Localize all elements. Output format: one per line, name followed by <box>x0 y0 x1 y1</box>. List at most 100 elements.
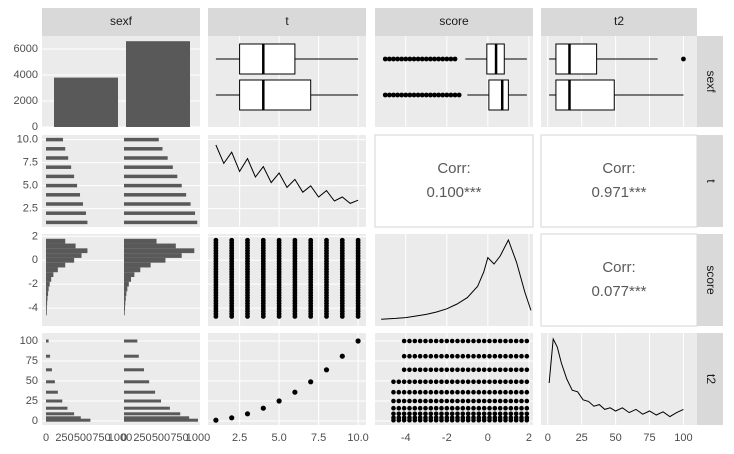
scatter-point <box>487 367 492 373</box>
scatter-point <box>396 398 402 404</box>
y-tick-label: 75 <box>26 355 38 367</box>
scatter-point <box>428 405 434 411</box>
score-boxplot-outlier <box>419 92 425 98</box>
scatter-point <box>324 237 329 243</box>
t-hist-bar <box>46 147 66 151</box>
y-tick-label: 0 <box>32 415 38 427</box>
scatter-point <box>439 398 444 404</box>
scatter-point <box>423 415 428 421</box>
score-hist-bar <box>46 238 66 244</box>
scatter-point <box>503 415 508 421</box>
t-hist-bar <box>46 202 83 206</box>
scatter-point <box>481 353 487 359</box>
scatter-point <box>492 379 498 385</box>
scatter-point <box>423 353 428 359</box>
t2-hist-bar <box>124 339 138 343</box>
x-tick-label: 250 <box>55 432 73 444</box>
scatter-point <box>471 338 476 344</box>
scatter-point <box>412 338 418 344</box>
scatter-point <box>513 411 519 417</box>
score-boxplot-outlier <box>456 92 462 98</box>
score-boxplot-outlier <box>428 92 433 98</box>
score-boxplot-outlier <box>395 56 400 62</box>
scatter-point <box>465 338 471 344</box>
scatter-point <box>519 353 524 359</box>
scatter-point <box>401 338 407 344</box>
t-hist-bar <box>124 220 198 225</box>
x-tick-label: 500 <box>74 432 92 444</box>
score-boxplot-outlier <box>423 92 429 98</box>
y-tick-label: 50 <box>26 375 38 387</box>
t2-hist-bar <box>124 418 198 422</box>
scatter-point <box>428 389 434 395</box>
scatter-point <box>492 398 498 404</box>
y-tick-label: 0 <box>32 121 38 133</box>
scatter-point <box>481 379 487 385</box>
scatter-point <box>465 353 471 359</box>
t-hist-bar <box>46 211 86 215</box>
y-tick-label: 2000 <box>14 95 38 107</box>
scatter-point <box>412 379 418 385</box>
x-tick-label: 0 <box>121 432 127 444</box>
strip-right-label-sexf: sexf <box>704 70 718 93</box>
t2-hist-bar <box>124 416 190 420</box>
x-tick-label: 10.0 <box>347 432 368 444</box>
scatter-point <box>308 379 314 385</box>
panel-t2-t2 <box>541 333 697 425</box>
scatter-point <box>460 367 466 373</box>
scatter-point <box>229 415 235 421</box>
scatter-point <box>519 405 524 411</box>
strip-right-sexf <box>697 36 723 127</box>
scatter-point <box>428 338 434 344</box>
t-hist-bar <box>124 137 159 142</box>
scatter-point <box>417 411 423 417</box>
scatter-point <box>455 353 460 359</box>
t2-hist-bar <box>124 412 181 416</box>
scatter-point <box>423 379 428 385</box>
scatter-point <box>503 338 508 344</box>
scatter-point <box>323 367 330 373</box>
scatter-point <box>455 367 460 373</box>
scatter-point <box>508 338 514 344</box>
scatter-point <box>444 389 450 395</box>
score-boxplot-box <box>488 79 509 111</box>
scatter-point <box>412 353 418 359</box>
scatter-point <box>423 405 428 411</box>
scatter-point <box>524 415 530 421</box>
x-tick-label: 1000 <box>186 432 210 444</box>
scatter-point <box>433 415 439 421</box>
scatter-point <box>455 338 460 344</box>
panel-t-t <box>208 135 366 227</box>
scatter-point <box>292 237 298 243</box>
scatter-point <box>433 411 439 417</box>
score-boxplot-outlier <box>436 56 442 62</box>
score-hist-bar <box>46 267 58 273</box>
scatter-point <box>213 417 219 423</box>
scatter-point <box>455 405 460 411</box>
scatter-point <box>497 398 503 404</box>
scatter-point <box>471 367 476 373</box>
scatter-point <box>481 389 487 395</box>
scatter-point <box>497 405 503 411</box>
strip-top-label-t: t <box>285 14 289 28</box>
panel-t2-sexf <box>42 333 200 425</box>
scatter-point <box>407 415 412 421</box>
score-boxplot-outlier <box>391 92 396 98</box>
panel-t-score <box>374 134 534 228</box>
scatter-point <box>396 389 402 395</box>
corr-label: Corr: <box>602 259 635 276</box>
scatter-point <box>391 411 396 417</box>
scatter-point <box>471 411 476 417</box>
x-tick-label: 2.5 <box>232 432 247 444</box>
t-density-line <box>215 144 359 204</box>
scatter-point <box>503 379 508 385</box>
scatter-point <box>519 398 524 404</box>
x-tick-label: 50 <box>609 432 621 444</box>
t2-density-line <box>548 337 684 418</box>
scatter-point <box>444 338 450 344</box>
y-tick-label: 2.5 <box>23 203 38 215</box>
panel-t-t2 <box>540 134 698 228</box>
corr-value: 0.077*** <box>591 283 646 300</box>
scatter-point <box>401 398 407 404</box>
scatter-point <box>412 415 418 421</box>
